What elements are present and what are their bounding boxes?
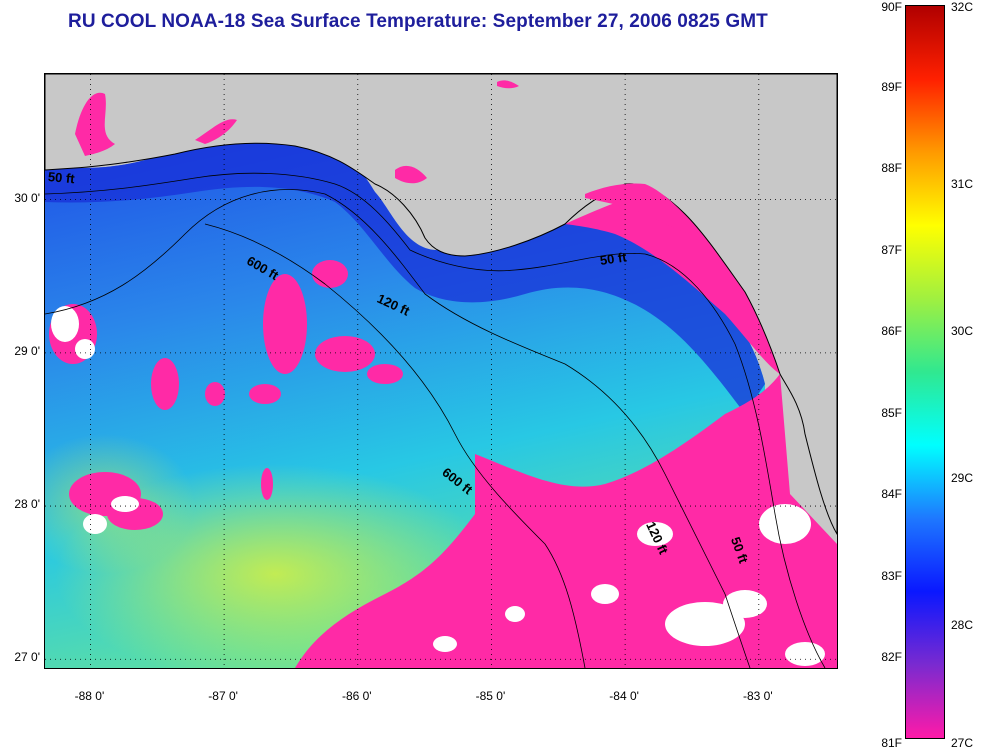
- coastal-warm-band: [565, 192, 780, 374]
- colorbar-fahrenheit-label: 84F: [881, 487, 902, 502]
- depth-label-50ft: 50 ft: [47, 169, 76, 187]
- longitude-tick-label: -86 0': [341, 689, 372, 703]
- depth-contour-120ft: [45, 189, 751, 668]
- bay-warm-water: [585, 183, 705, 238]
- sst-map-canvas: [45, 74, 837, 668]
- colorbar-celsius-label: 32C: [951, 0, 974, 14]
- colorbar-fahrenheit-label: 87F: [881, 242, 902, 257]
- latitude-tick-label: 27 0': [14, 650, 40, 665]
- colorbar-celsius-label: 30C: [951, 324, 974, 339]
- bay-warm-water: [195, 119, 237, 144]
- longitude-tick-label: -84 0': [609, 689, 639, 703]
- colorbar-celsius-label: 29C: [951, 471, 974, 486]
- cloud-cover: [51, 306, 825, 666]
- colorbar-fahrenheit-label: 85F: [881, 405, 902, 420]
- longitude-tick-label: -88 0': [74, 689, 105, 703]
- sst-map: [44, 73, 838, 669]
- colorbar-fahrenheit-label: 86F: [881, 324, 902, 339]
- latitude-tick-label: 29 0': [14, 343, 40, 358]
- colorbar-fahrenheit-label: 88F: [881, 161, 902, 176]
- longitude-tick-label: -83 0': [742, 689, 773, 703]
- bay-warm-water: [497, 80, 519, 89]
- latitude-tick-label: 30 0': [14, 190, 40, 205]
- depth-contours: [45, 172, 826, 668]
- nearshore-cool-band: [45, 137, 765, 414]
- colorbar-fahrenheit-label: 81F: [881, 736, 902, 750]
- longitude-tick-label: -87 0': [208, 689, 238, 703]
- colorbar-celsius-label: 28C: [951, 617, 974, 632]
- colorbar-fahrenheit-label: 82F: [881, 650, 902, 665]
- depth-contour-50ft: [45, 172, 826, 668]
- warm-sea-region: [295, 374, 837, 668]
- latitude-tick-label: 28 0': [14, 497, 40, 512]
- bay-warm-water: [75, 92, 115, 156]
- colorbar-celsius-label: 31C: [951, 177, 974, 192]
- depth-contour-600ft: [204, 223, 586, 668]
- map-title: RU COOL NOAA-18 Sea Surface Temperature:…: [68, 11, 768, 32]
- longitude-tick-label: -85 0': [475, 689, 506, 703]
- land-mass: [45, 74, 837, 535]
- colorbar-fahrenheit-label: 83F: [881, 568, 902, 583]
- colorbar-fahrenheit-label: 89F: [881, 79, 902, 94]
- bay-warm-water: [395, 165, 427, 184]
- colorbar-fahrenheit-label: 90F: [881, 0, 902, 14]
- temperature-colorbar: [905, 5, 945, 739]
- colorbar-celsius-label: 27C: [951, 736, 974, 750]
